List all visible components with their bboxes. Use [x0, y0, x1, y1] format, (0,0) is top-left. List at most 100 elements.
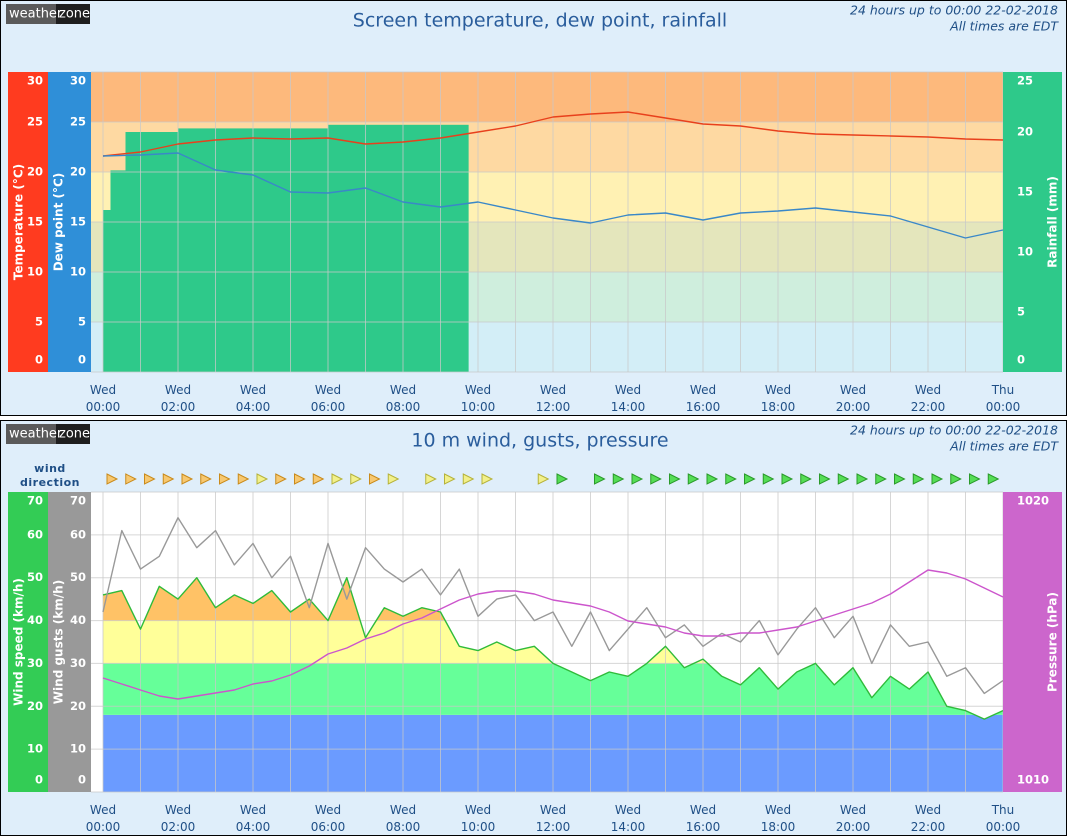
wind-direction-arrow — [594, 473, 606, 485]
x-tick-label: Wed 02:00 — [160, 803, 196, 834]
wind-direction-arrow — [631, 473, 644, 485]
y-tick-label: 1020 — [1017, 494, 1049, 508]
y-tick-label: 10 — [27, 265, 43, 279]
y-tick-label: 30 — [27, 74, 43, 88]
wind-direction-arrow — [725, 473, 737, 485]
x-tick-label: Wed 16:00 — [685, 803, 721, 834]
x-tick-label: Wed 14:00 — [610, 803, 646, 834]
wind-direction-arrow — [444, 473, 456, 485]
x-tick-label: Wed 00:00 — [85, 803, 121, 834]
y-tick-label: 0 — [78, 773, 86, 787]
y-tick-label: 70 — [27, 494, 43, 508]
series-line — [102, 577, 1004, 720]
x-tick-label: Thu 00:00 — [985, 803, 1021, 834]
y-tick-label: 20 — [27, 165, 43, 179]
wind-direction-arrow — [912, 473, 925, 485]
axis-strip — [1003, 492, 1062, 792]
chart-title: 10 m wind, gusts, pressure — [411, 430, 668, 452]
wind-direction-arrow — [856, 473, 869, 485]
rain-bar — [328, 124, 366, 372]
y-tick-label: 5 — [78, 315, 86, 329]
y-tick-label: 30 — [70, 656, 86, 670]
axis-strip — [48, 72, 91, 372]
y-tick-label: 15 — [70, 215, 86, 229]
axis-strip — [48, 492, 91, 792]
axis-title: Temperature (°C) — [12, 164, 26, 280]
y-tick-label: 10 — [70, 742, 86, 756]
wind-direction-arrow — [837, 473, 850, 485]
wind-direction-arrow — [669, 473, 681, 485]
wind-direction-arrow — [650, 473, 662, 485]
y-tick-label: 0 — [35, 773, 43, 787]
rain-bar — [103, 210, 111, 372]
wind-direction-arrow — [800, 473, 812, 485]
axis-strip — [1003, 72, 1062, 372]
wind-direction-arrow — [969, 473, 981, 485]
series-line — [102, 517, 1004, 695]
x-tick-label: Wed 06:00 — [310, 383, 346, 414]
axis-strip — [8, 72, 48, 372]
x-tick-label: Wed 22:00 — [910, 383, 946, 414]
rain-bar — [403, 124, 469, 372]
wind-direction-arrow — [237, 473, 250, 485]
x-tick-label: Wed 04:00 — [235, 803, 271, 834]
y-tick-label: 0 — [35, 353, 43, 367]
logo-left — [6, 4, 56, 24]
y-tick-label: 1010 — [1017, 773, 1049, 787]
x-tick-label: Thu 00:00 — [985, 383, 1021, 414]
wind-direction-arrow — [987, 473, 1000, 485]
wind-direction-arrow — [106, 473, 119, 485]
wind-direction-arrow — [481, 473, 494, 485]
x-tick-label: Wed 12:00 — [535, 803, 571, 834]
wind-direction-arrow — [312, 473, 325, 485]
y-tick-label: 10 — [70, 265, 86, 279]
wind-direction-arrow — [706, 473, 719, 485]
rain-bar — [110, 170, 126, 372]
wind-direction-arrow — [162, 473, 175, 485]
wind-direction-arrow — [275, 473, 287, 485]
x-tick-label: Wed 10:00 — [460, 383, 496, 414]
chart-note: All times are EDT — [949, 19, 1059, 34]
x-tick-label: Wed 00:00 — [85, 383, 121, 414]
axis-title: Pressure (hPa) — [1046, 592, 1060, 692]
y-tick-label: 20 — [70, 699, 86, 713]
rain-bar — [178, 128, 216, 372]
wind-direction-arrow — [387, 473, 400, 485]
rain-bar — [215, 128, 253, 372]
rain-bar — [125, 132, 178, 372]
wind-direction-arrow — [556, 473, 569, 485]
wind-direction-arrow — [950, 473, 962, 485]
y-tick-label: 10 — [1017, 245, 1033, 259]
y-tick-label: 20 — [70, 165, 86, 179]
x-tick-label: Wed 04:00 — [235, 383, 271, 414]
wind-direction-arrow — [294, 473, 306, 485]
x-tick-label: Wed 08:00 — [385, 383, 421, 414]
y-tick-label: 70 — [70, 494, 86, 508]
y-tick-label: 60 — [27, 527, 43, 541]
rain-bar — [365, 124, 403, 372]
x-tick-label: Wed 22:00 — [910, 803, 946, 834]
logo-text: weather — [9, 427, 63, 442]
logo-right — [56, 4, 90, 24]
series-line — [102, 569, 1004, 700]
x-tick-label: Wed 14:00 — [610, 383, 646, 414]
y-tick-label: 20 — [27, 699, 43, 713]
wind-direction-arrow — [462, 473, 475, 485]
wind-direction-label: wind direction — [20, 462, 80, 489]
x-tick-label: Wed 18:00 — [760, 383, 796, 414]
x-tick-label: Wed 02:00 — [160, 383, 196, 414]
wind-direction-arrow — [537, 473, 550, 485]
wind-direction-arrow — [744, 473, 756, 485]
chart-note: All times are EDT — [949, 439, 1059, 454]
chart-subtitle: 24 hours up to 00:00 22-02-2018 — [850, 3, 1058, 18]
axis-title: Wind gusts (km/h) — [52, 580, 66, 704]
axis-title: Wind speed (km/h) — [12, 578, 26, 706]
y-tick-label: 0 — [1017, 353, 1025, 367]
wind-area-band — [103, 577, 446, 621]
rain-bar — [253, 128, 291, 372]
logo-text: zone — [59, 427, 90, 442]
x-tick-label: Wed 16:00 — [685, 383, 721, 414]
y-tick-label: 25 — [27, 115, 43, 129]
wind-direction-arrow — [200, 473, 212, 485]
